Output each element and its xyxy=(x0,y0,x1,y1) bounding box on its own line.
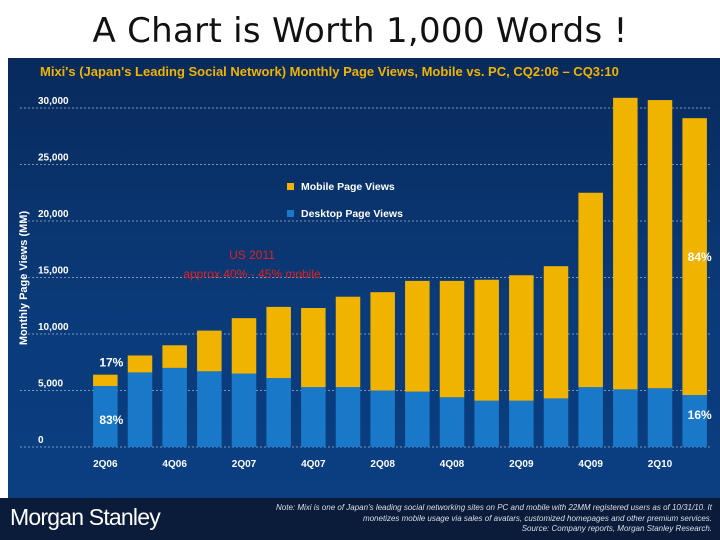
stacked-bar-chart: 0 5,000 10,000 15,000 20,000 25,000 30,000 Mont… xyxy=(18,96,712,470)
legend-swatch-desktop xyxy=(287,210,294,217)
legend-label-desktop: Desktop Page Views xyxy=(301,208,403,220)
footnote-line-2: monetizes mobile usage via sales of avat… xyxy=(362,513,712,523)
y-tick-label: 30,000 xyxy=(38,96,69,107)
bar-desktop-3Q09 xyxy=(543,398,569,447)
bar-desktop-2Q09 xyxy=(509,400,534,447)
x-tick-label: 2Q06 xyxy=(93,459,118,470)
bar-desktop-2Q06 xyxy=(93,385,118,447)
bar-mobile-3Q06 xyxy=(127,355,153,373)
pct-label-first-mobile: 17% xyxy=(99,356,123,370)
bar-desktop-4Q08 xyxy=(439,397,465,447)
bar-mobile-4Q07 xyxy=(301,308,326,388)
bar-desktop-1Q07 xyxy=(197,371,222,447)
x-tick-label: 2Q09 xyxy=(509,459,534,470)
bar-mobile-4Q06 xyxy=(162,345,187,368)
x-tick-label: 4Q07 xyxy=(301,459,326,470)
bar-mobile-1Q10 xyxy=(613,97,638,390)
morgan-stanley-logo: Morgan Stanley xyxy=(10,504,161,530)
bar-mobile-2Q07 xyxy=(231,318,257,374)
y-tick-label: 0 xyxy=(38,435,44,446)
x-tick-label: 2Q08 xyxy=(370,459,395,470)
x-tick-label: 2Q07 xyxy=(232,459,257,470)
pct-label-first-desktop: 83% xyxy=(99,413,123,427)
footer-band xyxy=(0,498,720,540)
bar-mobile-4Q08 xyxy=(439,280,465,398)
bar-mobile-2Q09 xyxy=(509,275,534,401)
y-tick-label: 15,000 xyxy=(38,266,69,277)
bar-desktop-3Q08 xyxy=(405,391,430,447)
bar-desktop-1Q08 xyxy=(335,387,361,447)
bar-mobile-3Q07 xyxy=(266,306,291,379)
pct-label-last-desktop: 16% xyxy=(688,408,712,422)
bar-desktop-4Q07 xyxy=(301,387,326,447)
bar-mobile-3Q08 xyxy=(405,280,430,392)
bar-mobile-2Q06 xyxy=(93,374,118,386)
bar-mobile-1Q09 xyxy=(474,279,499,401)
legend-swatch-mobile xyxy=(287,183,294,190)
bar-desktop-2Q10 xyxy=(647,388,673,447)
x-tick-label: 4Q08 xyxy=(440,459,465,470)
x-tick-label: 2Q10 xyxy=(648,459,673,470)
y-axis-title: Monthly Page Views (MM) xyxy=(18,211,30,346)
y-tick-label: 20,000 xyxy=(38,209,69,220)
bar-desktop-3Q07 xyxy=(266,378,291,447)
bar-desktop-1Q09 xyxy=(474,400,499,447)
annotation-line-1: US 2011 xyxy=(229,248,275,262)
pct-label-last-mobile: 84% xyxy=(688,250,712,264)
bar-desktop-2Q07 xyxy=(231,373,257,447)
bar-mobile-3Q10 xyxy=(682,118,707,396)
bar-mobile-2Q10 xyxy=(647,100,673,389)
y-tick-label: 5,000 xyxy=(38,379,63,390)
footnote: Note: Mixi is one of Japan's leading soc… xyxy=(178,503,712,535)
x-tick-label: 4Q06 xyxy=(162,459,187,470)
y-tick-label: 25,000 xyxy=(38,153,69,164)
bar-desktop-3Q10 xyxy=(682,395,707,447)
bar-desktop-4Q06 xyxy=(162,367,187,447)
bar-mobile-2Q08 xyxy=(370,292,395,391)
annotation-line-2: approx.40% - 45% mobile xyxy=(183,267,321,281)
legend-label-mobile: Mobile Page Views xyxy=(301,181,395,193)
bar-mobile-3Q09 xyxy=(543,266,569,399)
bar-desktop-2Q08 xyxy=(370,390,395,447)
slide-title: A Chart is Worth 1,000 Words ! xyxy=(92,11,628,51)
bar-desktop-4Q09 xyxy=(578,387,603,447)
bar-mobile-1Q08 xyxy=(335,296,361,388)
bar-mobile-4Q09 xyxy=(578,192,603,388)
bar-desktop-3Q06 xyxy=(127,372,153,447)
chart-title: Mixi's (Japan's Leading Social Network) … xyxy=(40,64,619,79)
x-tick-label: 4Q09 xyxy=(578,459,603,470)
bar-mobile-1Q07 xyxy=(197,330,222,372)
bar-desktop-1Q10 xyxy=(613,389,638,447)
footnote-line-1: Note: Mixi is one of Japan's leading soc… xyxy=(276,503,712,512)
y-tick-label: 10,000 xyxy=(38,322,69,333)
footnote-line-3: Source: Company reports, Morgan Stanley … xyxy=(521,524,712,533)
